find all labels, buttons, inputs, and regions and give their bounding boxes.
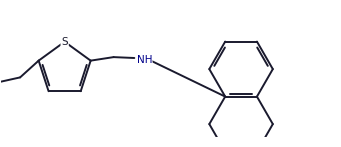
Text: S: S [61, 37, 68, 47]
Text: NH: NH [136, 55, 152, 65]
